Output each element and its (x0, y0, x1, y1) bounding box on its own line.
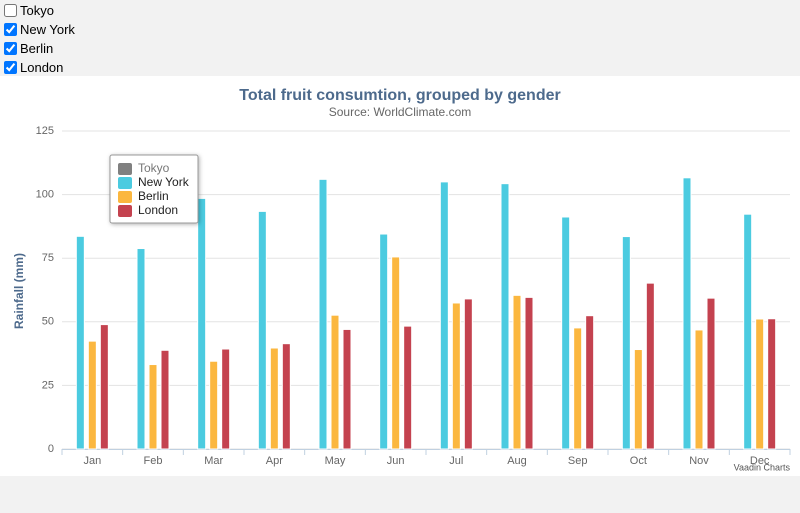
x-tick-label: Oct (630, 455, 647, 467)
bar (682, 177, 692, 450)
credits: Vaadin Charts (734, 462, 791, 472)
legend-label: Tokyo (138, 161, 170, 175)
bar (645, 282, 655, 450)
bar (743, 213, 753, 450)
x-tick-label: Jun (387, 455, 405, 467)
y-axis-title: Rainfall (mm) (12, 253, 26, 329)
checkbox-label: Tokyo (20, 3, 54, 18)
bar (342, 328, 352, 450)
y-tick-label: 0 (48, 443, 54, 455)
y-tick-label: 100 (36, 189, 54, 201)
checkbox-label: New York (20, 22, 75, 37)
legend-label: Berlin (138, 189, 169, 203)
bar (439, 181, 449, 450)
bar (197, 197, 207, 450)
bar (694, 329, 704, 450)
bar (269, 347, 279, 450)
legend-label: New York (138, 175, 190, 189)
chart: Total fruit consumtion, grouped by gende… (0, 76, 800, 476)
bar (755, 318, 765, 450)
bar (633, 349, 643, 450)
checkbox-label: London (20, 60, 64, 75)
bar (512, 294, 522, 450)
legend-swatch (118, 177, 132, 189)
checkbox[interactable] (4, 23, 17, 36)
legend-label: London (138, 203, 178, 217)
x-tick-label: Apr (266, 455, 283, 467)
bar (706, 297, 716, 450)
bar (524, 296, 534, 450)
bar (451, 302, 461, 450)
bar (136, 248, 146, 450)
bar (87, 340, 97, 450)
bar (621, 236, 631, 450)
bar (281, 343, 291, 450)
chart-subtitle: Source: WorldClimate.com (329, 105, 472, 119)
bar (573, 327, 583, 450)
legend-swatch (118, 191, 132, 203)
bar (257, 210, 267, 450)
bar (160, 349, 170, 450)
bar (221, 348, 231, 450)
bar (403, 325, 413, 450)
bar (561, 216, 571, 450)
y-tick-label: 25 (42, 379, 54, 391)
bar (767, 318, 777, 450)
bar (99, 324, 109, 450)
legend-swatch (118, 205, 132, 217)
x-tick-label: Jan (83, 455, 101, 467)
checkbox-label: Berlin (20, 41, 54, 56)
bar (391, 256, 401, 450)
checkbox[interactable] (4, 61, 17, 74)
x-tick-label: May (325, 455, 346, 467)
bar (379, 233, 389, 450)
x-tick-label: Feb (144, 455, 163, 467)
checkbox-row[interactable]: Tokyo (0, 1, 800, 20)
checkbox-row[interactable]: Berlin (0, 39, 800, 58)
x-tick-label: Mar (204, 455, 223, 467)
y-tick-label: 125 (36, 125, 54, 137)
bar (585, 315, 595, 450)
checkbox[interactable] (4, 4, 17, 17)
bar (500, 183, 510, 450)
x-tick-label: Nov (689, 455, 709, 467)
x-tick-label: Dec (750, 455, 770, 467)
checkbox-row[interactable]: London (0, 58, 800, 77)
y-tick-label: 75 (42, 252, 54, 264)
checkbox-row[interactable]: New York (0, 20, 800, 39)
bar (209, 360, 219, 450)
chart-title: Total fruit consumtion, grouped by gende… (239, 87, 560, 104)
bar (463, 298, 473, 450)
legend-swatch (118, 163, 132, 175)
checkbox[interactable] (4, 42, 17, 55)
bar (148, 364, 158, 450)
y-tick-label: 50 (42, 316, 54, 328)
x-tick-label: Jul (449, 455, 463, 467)
bar (75, 235, 85, 450)
bar (318, 178, 328, 450)
x-tick-label: Aug (507, 455, 527, 467)
x-tick-label: Sep (568, 455, 588, 467)
series-toggles: Tokyo New York Berlin London (0, 0, 800, 76)
bar (330, 314, 340, 450)
